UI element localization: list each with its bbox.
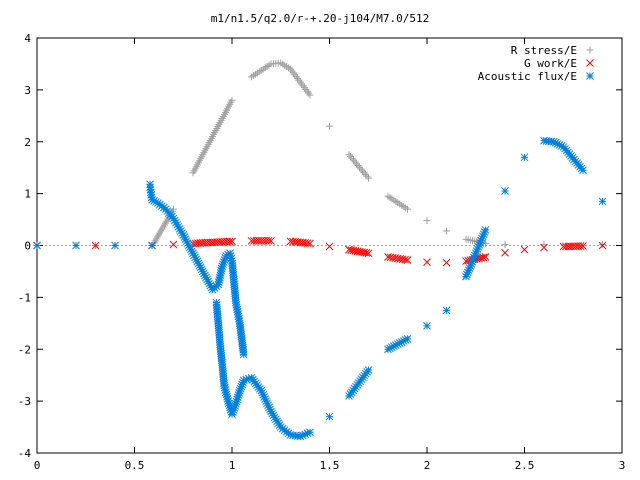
- data-point: [520, 153, 529, 162]
- series-marker: [225, 237, 234, 246]
- y-tick-label: -3: [18, 395, 31, 408]
- data-point: [540, 243, 548, 252]
- data-point: [540, 240, 548, 248]
- data-point: [326, 122, 333, 130]
- series-2: [33, 136, 607, 441]
- x-tick-label: 1: [229, 459, 236, 472]
- y-tick-label: 1: [24, 188, 31, 201]
- x-tick-label: 0.5: [125, 459, 145, 472]
- series-marker: [357, 165, 365, 173]
- data-point: [423, 322, 431, 330]
- legend-label: G work/E: [524, 57, 577, 70]
- y-tick-label: 2: [24, 136, 31, 149]
- data-point: [267, 236, 275, 245]
- data-point: [91, 241, 100, 250]
- data-point: [306, 239, 314, 248]
- data-point: [33, 241, 41, 250]
- data-point: [579, 166, 587, 175]
- data-point: [364, 249, 373, 258]
- data-point: [325, 242, 334, 251]
- data-point: [443, 227, 450, 235]
- x-tick-label: 2.5: [515, 459, 535, 472]
- data-point: [481, 253, 490, 261]
- data-point: [111, 241, 119, 250]
- data-point: [442, 306, 451, 315]
- y-tick-label: 0: [24, 240, 31, 253]
- data-point: [239, 350, 248, 359]
- x-tick-label: 3: [619, 459, 626, 472]
- data-point: [520, 245, 529, 254]
- data-point: [365, 174, 372, 182]
- legend-label: R stress/E: [511, 44, 577, 57]
- legend-marker: [586, 72, 594, 80]
- data-point: [423, 258, 431, 266]
- data-point: [501, 240, 509, 248]
- data-point: [306, 428, 314, 437]
- ticks: 0 0.5 1 1.5 2 2.5 3 4 3 2 1 0 -1 -2 -3 -4: [18, 32, 626, 472]
- data-point: [501, 187, 509, 195]
- x-tick-label: 0: [34, 459, 41, 472]
- data-point: [228, 237, 236, 246]
- y-tick-label: -2: [18, 343, 31, 356]
- data-point: [598, 197, 607, 206]
- data-point: [423, 217, 431, 225]
- data-point: [482, 239, 489, 247]
- data-point: [481, 226, 490, 234]
- series-marker: [401, 255, 409, 264]
- series-marker: [303, 239, 312, 248]
- data-point: [325, 412, 334, 421]
- series-marker: [353, 160, 360, 168]
- data-point: [148, 241, 156, 250]
- series-marker: [363, 172, 371, 180]
- series-marker: [347, 153, 354, 161]
- series-marker: [359, 167, 366, 175]
- series-marker: [350, 156, 357, 164]
- data-point: [579, 242, 587, 250]
- data-point: [169, 240, 178, 249]
- data-point: [345, 151, 353, 159]
- data-point: [501, 248, 509, 257]
- data-point: [228, 96, 236, 104]
- series-marker: [356, 163, 363, 171]
- y-tick-label: 4: [24, 32, 31, 45]
- legend-label: Acoustic flux/E: [478, 70, 577, 83]
- y-tick-label: -1: [18, 291, 31, 304]
- y-tick-label: 3: [24, 84, 31, 97]
- data-point: [364, 366, 373, 374]
- legend-marker: [586, 46, 594, 54]
- data-point: [598, 241, 607, 250]
- series-1: [33, 236, 607, 267]
- data-point: [403, 335, 412, 343]
- data-point: [72, 241, 80, 250]
- data-point: [403, 256, 412, 264]
- data-point: [306, 91, 314, 99]
- data-point: [442, 258, 451, 267]
- series-marker: [348, 154, 356, 162]
- series-marker: [362, 170, 369, 178]
- series-marker: [360, 169, 368, 177]
- data-point: [599, 240, 606, 248]
- series-layer: [33, 59, 607, 441]
- series-marker: [362, 249, 371, 257]
- series-marker: [479, 253, 488, 262]
- series-marker: [351, 158, 359, 166]
- series-0: [33, 59, 606, 249]
- data-point: [404, 205, 411, 213]
- series-marker: [576, 242, 585, 250]
- series-marker: [264, 236, 273, 245]
- y-tick-label: -4: [18, 447, 32, 460]
- x-tick-label: 2: [424, 459, 431, 472]
- chart-title: m1/n1.5/q2.0/r-+.20-j104/M7.0/512: [211, 12, 430, 25]
- legend-marker: [586, 59, 594, 67]
- x-tick-label: 1.5: [320, 459, 340, 472]
- series-marker: [354, 161, 362, 169]
